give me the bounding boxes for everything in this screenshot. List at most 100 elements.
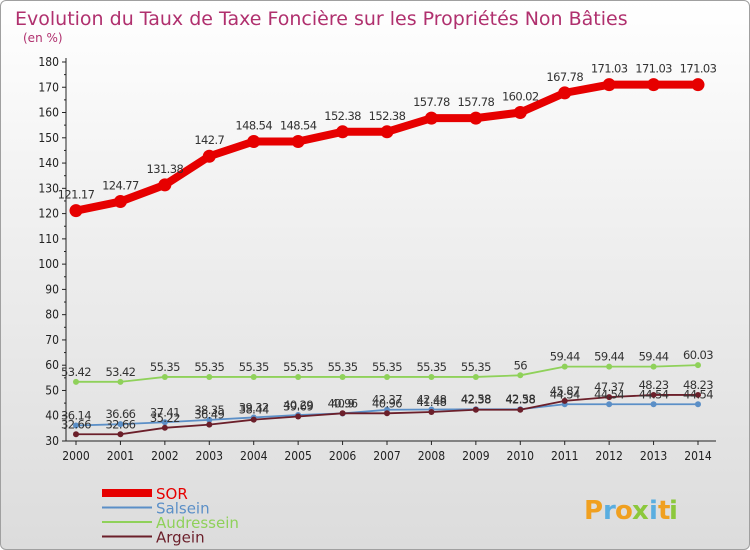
y-tick-label: 30 bbox=[45, 434, 59, 448]
data-label: 37.41 bbox=[150, 405, 180, 419]
data-label: 42.37 bbox=[372, 393, 402, 407]
data-point bbox=[561, 397, 568, 404]
data-label: 40.96 bbox=[328, 396, 358, 410]
y-tick-label: 120 bbox=[38, 207, 59, 221]
data-label: 41.48 bbox=[416, 395, 446, 409]
data-point bbox=[291, 134, 305, 148]
data-point bbox=[295, 373, 302, 380]
data-label: 55.35 bbox=[372, 360, 402, 374]
data-label: 40.29 bbox=[283, 398, 313, 412]
y-tick-label: 60 bbox=[45, 358, 59, 372]
x-tick-label: 2001 bbox=[107, 449, 134, 463]
data-point bbox=[472, 373, 479, 380]
data-point bbox=[472, 406, 479, 413]
data-point bbox=[336, 125, 350, 139]
y-tick-label: 130 bbox=[38, 181, 59, 195]
y-tick-label: 170 bbox=[38, 80, 59, 94]
data-label: 171.03 bbox=[635, 62, 672, 76]
data-label: 167.78 bbox=[546, 70, 583, 84]
x-tick-label: 2011 bbox=[551, 449, 578, 463]
y-tick-label: 90 bbox=[45, 282, 59, 296]
legend-label: Argein bbox=[156, 529, 205, 547]
x-tick-label: 2005 bbox=[284, 449, 311, 463]
data-label: 55.35 bbox=[194, 360, 224, 374]
data-label: 55.35 bbox=[150, 360, 180, 374]
data-label: 148.54 bbox=[280, 118, 317, 132]
data-label: 55.35 bbox=[283, 360, 313, 374]
data-point bbox=[206, 421, 213, 428]
data-point bbox=[650, 363, 657, 370]
data-point bbox=[606, 363, 613, 370]
y-tick-label: 150 bbox=[38, 131, 59, 145]
data-point bbox=[161, 373, 168, 380]
data-label: 160.02 bbox=[502, 89, 539, 103]
data-point bbox=[250, 416, 257, 423]
data-label: 124.77 bbox=[102, 179, 139, 193]
data-label: 142.7 bbox=[194, 133, 224, 147]
data-label: 42.58 bbox=[505, 392, 535, 406]
y-tick-label: 100 bbox=[38, 257, 59, 271]
data-label: 121.17 bbox=[58, 188, 95, 202]
logo-letter: P bbox=[584, 496, 603, 526]
data-point bbox=[513, 105, 527, 119]
data-label: 48.23 bbox=[683, 378, 713, 392]
data-point bbox=[73, 378, 79, 385]
data-point bbox=[73, 422, 79, 429]
data-label: 55.35 bbox=[239, 360, 269, 374]
x-tick-label: 2013 bbox=[640, 449, 667, 463]
data-label: 42.58 bbox=[461, 392, 491, 406]
data-point bbox=[117, 421, 124, 428]
logo-letter: i bbox=[649, 496, 658, 526]
y-tick-label: 110 bbox=[38, 232, 59, 246]
x-tick-label: 2010 bbox=[507, 449, 535, 463]
legend-label: SOR bbox=[156, 485, 188, 503]
data-label: 35.22 bbox=[150, 411, 180, 425]
data-point bbox=[202, 149, 216, 163]
data-label: 157.78 bbox=[413, 95, 450, 109]
x-tick-label: 2008 bbox=[418, 449, 446, 463]
data-label: 44.54 bbox=[639, 387, 669, 401]
data-labels-layer: 53.42 53.42 55.35 55.35 55.35 55.35 55.35 55.35… bbox=[58, 62, 718, 432]
data-point bbox=[691, 78, 705, 92]
data-label: 44.54 bbox=[594, 387, 624, 401]
data-point bbox=[117, 431, 124, 438]
legend-label: Salsein bbox=[156, 500, 210, 518]
y-tick-label: 40 bbox=[45, 409, 59, 423]
series-sor bbox=[69, 78, 705, 218]
chart-subtitle: (en %) bbox=[23, 31, 63, 45]
x-tick-label: 2007 bbox=[373, 449, 400, 463]
data-label: 55.35 bbox=[328, 360, 358, 374]
data-label: 32.66 bbox=[61, 417, 91, 431]
logo-letter: x bbox=[632, 496, 649, 526]
y-tick-label: 70 bbox=[45, 333, 59, 347]
data-label: 55.35 bbox=[461, 360, 491, 374]
data-point bbox=[69, 204, 83, 218]
data-point bbox=[384, 373, 390, 380]
data-label: 59.44 bbox=[639, 350, 669, 364]
data-point bbox=[384, 410, 390, 417]
y-tick-label: 180 bbox=[38, 55, 59, 69]
data-label: 36.66 bbox=[105, 407, 135, 421]
data-label: 36.49 bbox=[194, 408, 224, 422]
data-label: 40.96 bbox=[372, 396, 402, 410]
data-point bbox=[695, 391, 701, 398]
x-tick-label: 2009 bbox=[462, 449, 490, 463]
data-label: 60.03 bbox=[683, 348, 713, 362]
x-tick-label: 2004 bbox=[240, 449, 268, 463]
data-label: 59.44 bbox=[550, 350, 580, 364]
data-point bbox=[250, 373, 257, 380]
data-point bbox=[380, 125, 394, 139]
data-label: 32.66 bbox=[105, 417, 135, 431]
data-label: 39.32 bbox=[239, 400, 269, 414]
data-label: 53.42 bbox=[105, 365, 135, 379]
data-label: 148.54 bbox=[235, 118, 272, 132]
data-label: 36.14 bbox=[61, 408, 91, 422]
data-point bbox=[695, 362, 701, 369]
data-point bbox=[695, 401, 701, 408]
data-label: 157.78 bbox=[458, 95, 495, 109]
data-point bbox=[247, 134, 261, 148]
data-label: 59.44 bbox=[594, 350, 624, 364]
